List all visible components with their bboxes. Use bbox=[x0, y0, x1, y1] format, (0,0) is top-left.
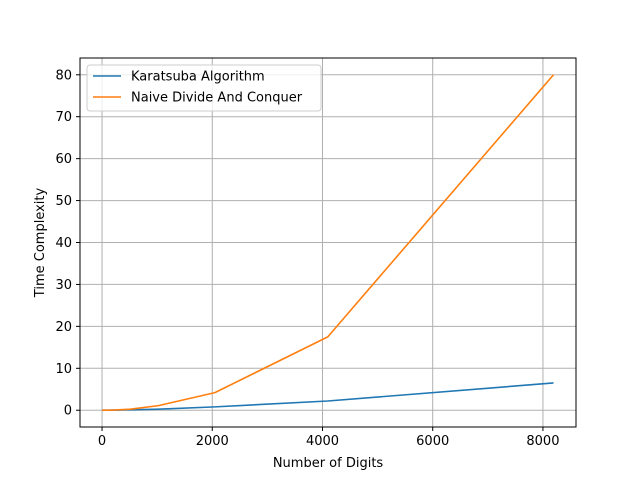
y-tick-label: 70 bbox=[55, 110, 72, 125]
legend-label: Naive Divide And Conquer bbox=[131, 91, 303, 106]
series-line-1 bbox=[101, 74, 555, 412]
series-lines bbox=[101, 74, 555, 412]
y-tick-label: 40 bbox=[55, 236, 72, 251]
x-tick-label: 4000 bbox=[306, 434, 339, 449]
y-tick-label: 10 bbox=[55, 362, 72, 377]
y-axis-label: Time Complexity bbox=[33, 188, 48, 299]
x-tick-label: 6000 bbox=[416, 434, 449, 449]
series-line-0 bbox=[101, 382, 554, 412]
y-tick-label: 0 bbox=[64, 404, 72, 419]
legend-box bbox=[86, 64, 322, 112]
y-tick-label: 60 bbox=[55, 152, 72, 167]
x-axis-label: Number of Digits bbox=[273, 456, 384, 471]
x-tick-label: 2000 bbox=[196, 434, 229, 449]
y-tick-label: 50 bbox=[55, 194, 72, 209]
x-axis-ticks: 0 2000 4000 6000 8000 bbox=[98, 427, 559, 449]
legend-label: Karatsuba Algorithm bbox=[131, 70, 265, 85]
x-tick-label: 8000 bbox=[526, 434, 559, 449]
y-axis-ticks: 0 10 20 30 40 50 60 70 80 bbox=[55, 68, 80, 419]
y-tick-label: 30 bbox=[55, 278, 72, 293]
y-tick-label: 20 bbox=[55, 320, 72, 335]
y-tick-label: 80 bbox=[55, 68, 72, 83]
grid-lines bbox=[80, 58, 576, 427]
legend: Karatsuba Algorithm Naive Divide And Conq… bbox=[86, 64, 322, 112]
x-tick-label: 0 bbox=[98, 434, 106, 449]
